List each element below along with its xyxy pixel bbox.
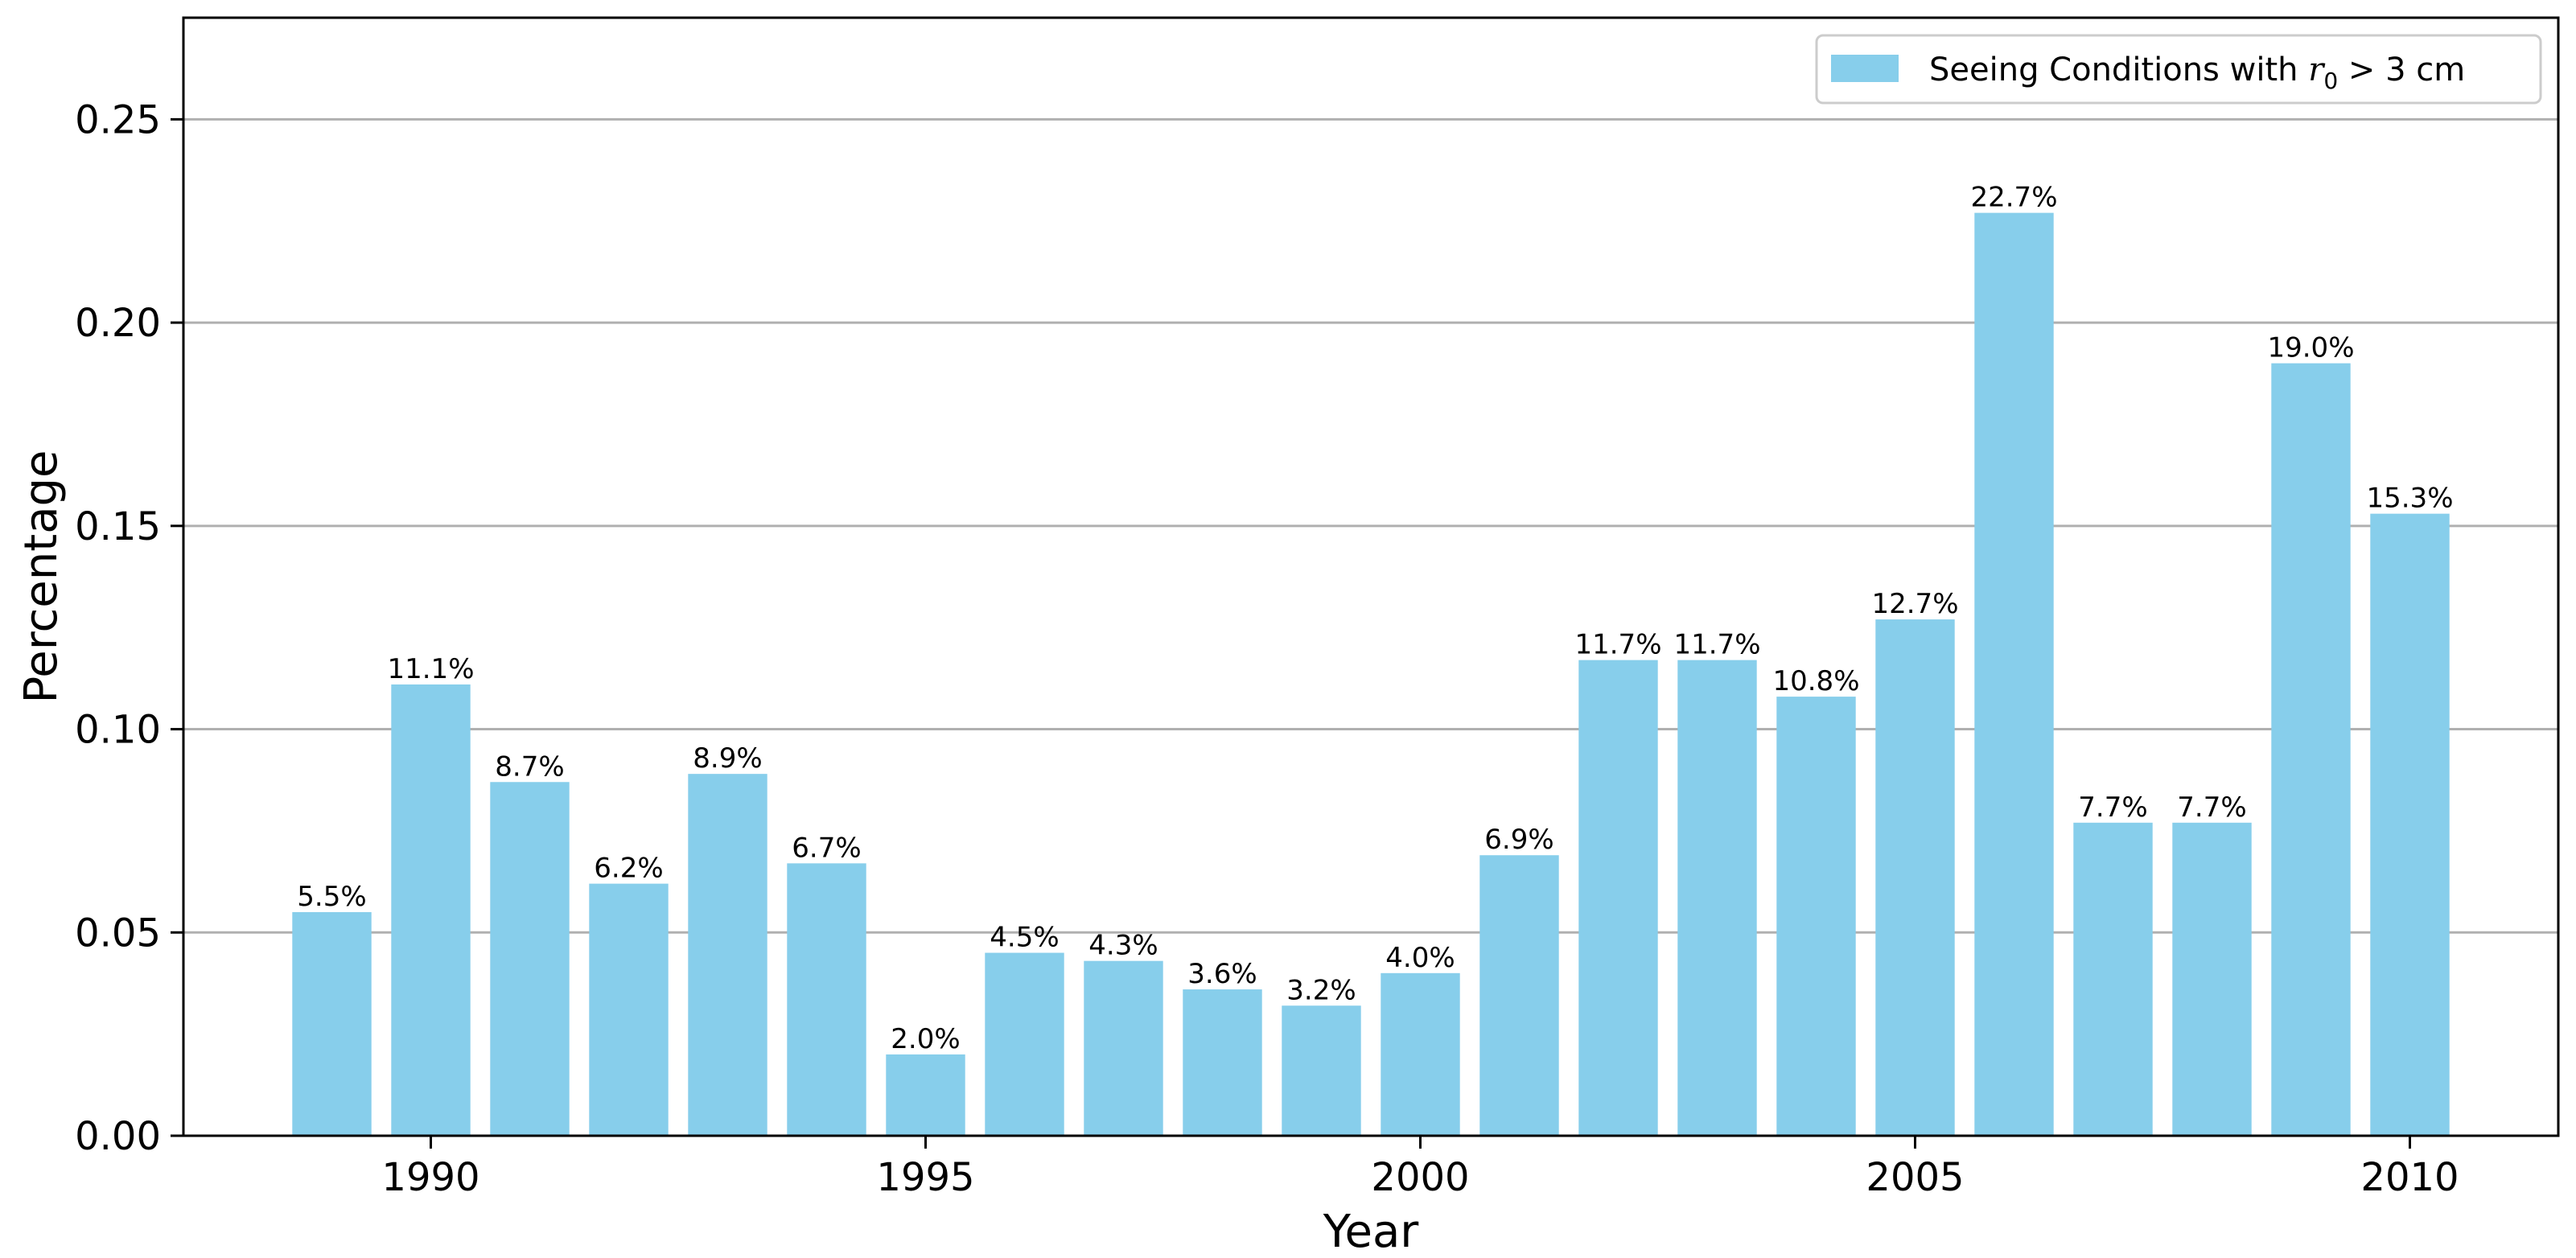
- y-tick-label: 0.00: [75, 1114, 161, 1159]
- bar: [1677, 660, 1757, 1136]
- bar-data-label: 8.9%: [693, 742, 762, 775]
- bar: [2271, 363, 2351, 1136]
- legend-box: [1815, 34, 2542, 105]
- bar: [787, 863, 866, 1136]
- bar-data-label: 12.7%: [1871, 588, 1958, 620]
- grid-lines: [183, 117, 2558, 934]
- bar-data-label: 11.7%: [1574, 629, 1661, 661]
- bar: [985, 952, 1064, 1136]
- y-tick-label: 0.25: [75, 97, 161, 142]
- bar-data-label: 4.0%: [1385, 942, 1455, 974]
- bar: [2370, 513, 2450, 1136]
- bar: [2073, 822, 2153, 1136]
- bar: [391, 684, 471, 1136]
- bar-data-label: 4.3%: [1088, 930, 1158, 962]
- bar: [1282, 1005, 1361, 1136]
- bar-data-label: 11.1%: [387, 653, 474, 685]
- y-axis-label: Percentage: [15, 450, 68, 703]
- bar-data-label: 7.7%: [2078, 791, 2147, 824]
- bar: [886, 1054, 965, 1136]
- bar: [2172, 822, 2252, 1136]
- bar-data-label: 19.0%: [2267, 332, 2354, 364]
- bar: [1776, 697, 1856, 1136]
- legend-label-suffix: > 3 cm: [2338, 51, 2465, 88]
- bar-data-label: 22.7%: [1970, 182, 2057, 214]
- bar: [589, 883, 669, 1136]
- bar-data-label: 6.7%: [792, 832, 861, 864]
- bar: [1875, 619, 1955, 1136]
- x-tick-label: 2000: [1371, 1155, 1469, 1200]
- legend: Seeing Conditions with r0 > 3 cm: [1815, 34, 2542, 105]
- bar: [490, 782, 570, 1136]
- bar-data-label: 5.5%: [297, 881, 366, 913]
- bar-data-label: 6.9%: [1484, 824, 1553, 856]
- y-tick-label: 0.20: [75, 301, 161, 346]
- x-tick-label: 1990: [381, 1155, 479, 1200]
- bar-data-label: 3.6%: [1187, 958, 1257, 990]
- legend-label-symbol: r: [2308, 51, 2326, 88]
- legend-label: Seeing Conditions with r0 > 3 cm: [1929, 51, 2465, 94]
- bar-data-label: 4.5%: [990, 922, 1059, 954]
- plot-frame: [182, 16, 2560, 1137]
- bar: [1381, 972, 1460, 1136]
- bar: [1578, 660, 1658, 1136]
- legend-label-subscript: 0: [2323, 68, 2338, 94]
- bar: [1479, 855, 1559, 1136]
- bar: [1183, 989, 1262, 1136]
- x-axis-label: Year: [1323, 1206, 1420, 1258]
- bar-data-label: 8.7%: [495, 750, 564, 783]
- x-tick-label: 2005: [1866, 1155, 1964, 1200]
- bar-data-label: 6.2%: [594, 853, 663, 885]
- bar: [688, 774, 767, 1136]
- legend-label-prefix: Seeing Conditions with: [1929, 51, 2308, 88]
- y-tick-label: 0.05: [75, 911, 161, 956]
- x-tick-label: 2010: [2360, 1155, 2459, 1200]
- x-axis-ticks: 1990 1995 2000 2005 2010: [381, 1136, 2459, 1200]
- bar-data-label: 3.2%: [1286, 974, 1356, 1006]
- legend-swatch: [1831, 55, 1899, 82]
- bar-data-label: 15.3%: [2366, 483, 2453, 515]
- bar-data-label: 7.7%: [2177, 791, 2246, 824]
- x-tick-label: 1995: [876, 1155, 974, 1200]
- bar-data-label: 11.7%: [1673, 629, 1760, 661]
- bar: [1974, 212, 2054, 1137]
- y-tick-label: 0.15: [75, 504, 161, 549]
- bar-data-label: 2.0%: [891, 1023, 960, 1055]
- y-axis-ticks: 0.00 0.05 0.10 0.15 0.20 0.25: [75, 97, 183, 1159]
- bar-data-labels: 5.5% 11.1% 8.7% 6.2% 8.9% 6.7% 2.0% 4.5% 4.3% 3.6…: [297, 182, 2453, 1055]
- bar: [292, 912, 372, 1136]
- y-tick-label: 0.10: [75, 708, 161, 753]
- bars: [292, 212, 2450, 1137]
- bar-data-label: 10.8%: [1772, 665, 1859, 697]
- bar: [1084, 960, 1163, 1136]
